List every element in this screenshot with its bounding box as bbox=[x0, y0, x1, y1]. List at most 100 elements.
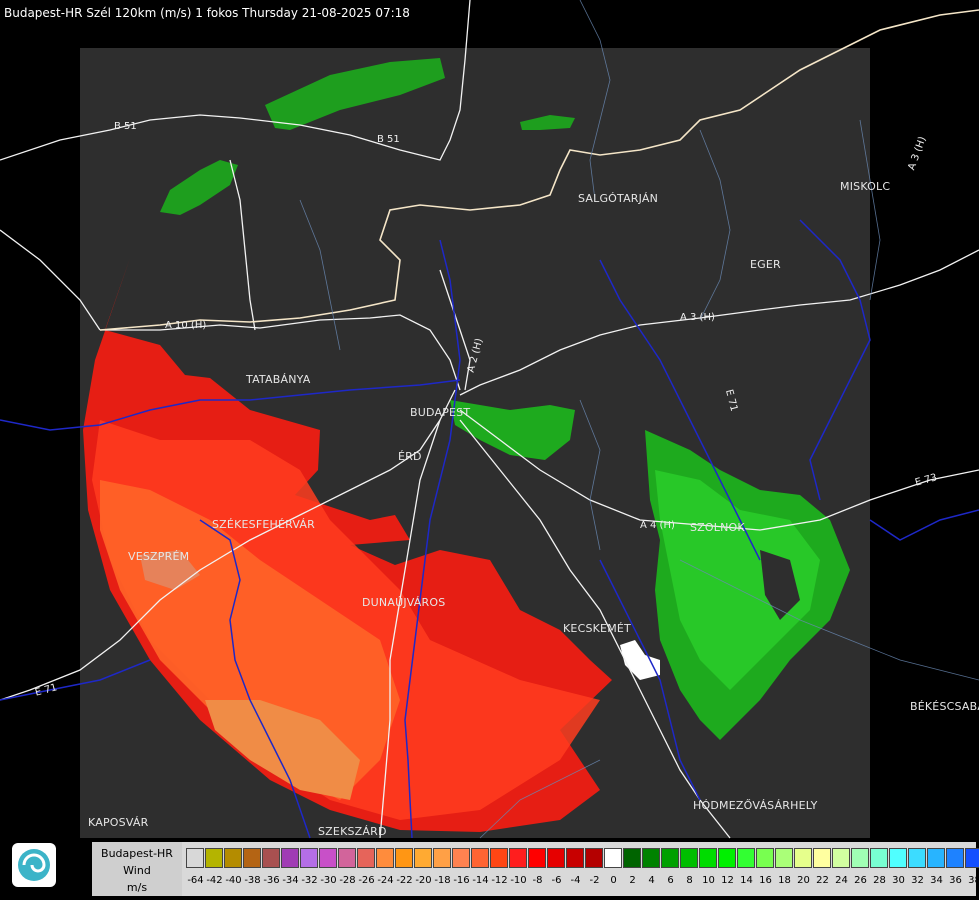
city-label: SALGÓTARJÁN bbox=[578, 192, 659, 205]
legend-swatch bbox=[927, 848, 945, 868]
legend-swatch bbox=[300, 848, 318, 868]
legend-swatch bbox=[414, 848, 432, 868]
legend-swatch bbox=[186, 848, 204, 868]
city-label: KECSKEMÉT bbox=[563, 622, 631, 635]
legend-tick: -32 bbox=[301, 875, 318, 886]
legend-swatch bbox=[870, 848, 888, 868]
radar-echo-green-north bbox=[265, 58, 445, 130]
legend-tick: -16 bbox=[453, 875, 470, 886]
city-label: EGER bbox=[750, 258, 781, 271]
legend-swatch bbox=[528, 848, 546, 868]
legend-tick: -18 bbox=[434, 875, 451, 886]
legend-swatch bbox=[699, 848, 717, 868]
legend-tick: 16 bbox=[759, 875, 772, 886]
legend-swatch bbox=[661, 848, 679, 868]
city-label: SZEKSZÁRD bbox=[318, 825, 387, 838]
map-title: Budapest-HR Szél 120km (m/s) 1 fokos Thu… bbox=[4, 6, 410, 20]
legend-tick: 12 bbox=[721, 875, 734, 886]
legend-swatch bbox=[642, 848, 660, 868]
legend-swatch bbox=[471, 848, 489, 868]
legend-tick: 4 bbox=[648, 875, 655, 886]
legend-tick: 18 bbox=[778, 875, 791, 886]
city-label: BUDAPEST bbox=[410, 406, 471, 419]
radar-echo-pale bbox=[140, 550, 200, 590]
city-label: DUNAÚJVÁROS bbox=[362, 596, 446, 609]
legend-color-scale bbox=[186, 848, 979, 868]
county-lines bbox=[299, 0, 979, 839]
legend-swatch bbox=[433, 848, 451, 868]
road-label: B 51 bbox=[377, 134, 400, 145]
roads bbox=[0, 0, 979, 839]
legend-tick: 36 bbox=[949, 875, 962, 886]
road-label: A 4 (H) bbox=[640, 520, 675, 531]
legend-swatch bbox=[794, 848, 812, 868]
radar-echo-light-orange bbox=[205, 700, 360, 800]
legend-swatch bbox=[832, 848, 850, 868]
legend-tick: 28 bbox=[873, 875, 886, 886]
legend-tick: 24 bbox=[835, 875, 848, 886]
legend-swatch bbox=[490, 848, 508, 868]
legend-swatch bbox=[585, 848, 603, 868]
legend-tick: -12 bbox=[491, 875, 508, 886]
legend-tick: 14 bbox=[740, 875, 753, 886]
legend-tick: 20 bbox=[797, 875, 810, 886]
legend-swatch bbox=[604, 848, 622, 868]
legend-tick: 30 bbox=[892, 875, 905, 886]
country-border bbox=[99, 9, 979, 331]
legend-swatch bbox=[281, 848, 299, 868]
legend-swatch bbox=[566, 848, 584, 868]
city-label: SZÉKESFEHÉRVÁR bbox=[212, 518, 315, 531]
legend-swatch bbox=[395, 848, 413, 868]
legend-tick: -10 bbox=[510, 875, 527, 886]
legend-swatch bbox=[680, 848, 698, 868]
city-label: ÉRD bbox=[398, 450, 422, 463]
legend-swatch bbox=[547, 848, 565, 868]
legend-tick: 8 bbox=[686, 875, 693, 886]
legend-swatch bbox=[338, 848, 356, 868]
city-label: VESZPRÉM bbox=[128, 550, 190, 563]
legend-tick: -28 bbox=[339, 875, 356, 886]
road-label: B 51 bbox=[114, 121, 137, 132]
legend-tick: 0 bbox=[610, 875, 617, 886]
legend-swatch bbox=[946, 848, 964, 868]
city-label: TATABÁNYA bbox=[246, 373, 311, 386]
legend-tick: -64 bbox=[187, 875, 204, 886]
legend-quantity: Wind bbox=[123, 864, 151, 877]
legend-tick: 38 bbox=[968, 875, 979, 886]
legend-swatch bbox=[889, 848, 907, 868]
city-label: SZOLNOK bbox=[690, 521, 745, 534]
rivers-and-borders bbox=[0, 219, 979, 839]
legend-tick: -40 bbox=[225, 875, 242, 886]
legend-radar-name: Budapest-HR bbox=[101, 847, 173, 860]
city-label: HÓDMEZŐVÁSÁRHELY bbox=[693, 799, 818, 812]
legend-tick-labels: -64 -42 -40 -38 -36 -34 -32 -30 -28 -26 -24 -22 -20-… bbox=[186, 875, 979, 889]
legend-swatch bbox=[718, 848, 736, 868]
legend-swatch bbox=[908, 848, 926, 868]
legend-tick: -38 bbox=[244, 875, 261, 886]
radar-echo-green-small bbox=[520, 115, 575, 130]
legend-tick: 34 bbox=[930, 875, 943, 886]
legend-tick: -42 bbox=[206, 875, 223, 886]
legend-swatch bbox=[224, 848, 242, 868]
legend-tick: -20 bbox=[415, 875, 432, 886]
legend-tick: -34 bbox=[282, 875, 299, 886]
legend-swatch bbox=[775, 848, 793, 868]
legend-tick: -30 bbox=[320, 875, 337, 886]
legend-tick: 10 bbox=[702, 875, 715, 886]
legend-tick: -8 bbox=[532, 875, 543, 886]
legend-tick: 22 bbox=[816, 875, 829, 886]
legend-swatch bbox=[262, 848, 280, 868]
road-label: A 10 (H) bbox=[165, 320, 207, 331]
city-label: KAPOSVÁR bbox=[88, 816, 149, 829]
legend-swatch bbox=[756, 848, 774, 868]
legend-swatch bbox=[623, 848, 641, 868]
legend-tick: -22 bbox=[396, 875, 413, 886]
legend-tick: -24 bbox=[377, 875, 394, 886]
radar-echo-gap bbox=[760, 550, 800, 620]
legend-swatch bbox=[205, 848, 223, 868]
legend-tick: -6 bbox=[551, 875, 562, 886]
legend-swatch bbox=[813, 848, 831, 868]
legend-swatch bbox=[452, 848, 470, 868]
city-label: MISKOLC bbox=[840, 180, 891, 193]
